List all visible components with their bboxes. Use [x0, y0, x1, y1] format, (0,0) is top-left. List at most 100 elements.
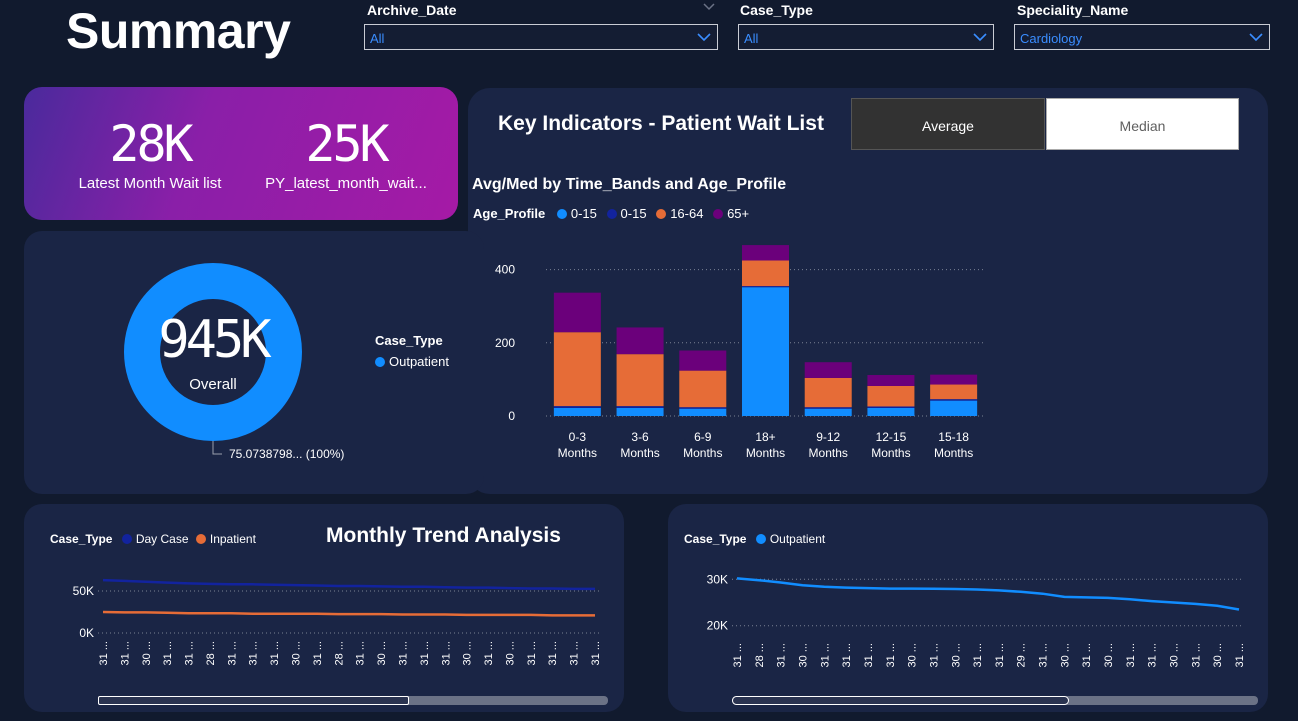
legend-item[interactable]: Outpatient: [755, 532, 826, 546]
kpi-caption: PY_latest_month_wait...: [265, 175, 427, 192]
average-toggle-button[interactable]: Average: [851, 98, 1045, 150]
y-tick-label: 50K: [73, 584, 94, 598]
page-title: Summary: [66, 3, 291, 59]
kpi-latest-month[interactable]: 28K Latest Month Wait list: [64, 115, 236, 192]
legend-item[interactable]: Day Case: [121, 532, 189, 546]
x-tick-label: 31 ...: [776, 643, 788, 667]
legend-title: Case_Type: [50, 532, 113, 546]
scrollbar-left[interactable]: [98, 696, 608, 705]
x-tick-label: Months: [683, 446, 722, 460]
x-tick-label: 31 ...: [162, 641, 174, 665]
legend-item[interactable]: Outpatient: [375, 354, 449, 369]
bar-segment[interactable]: [679, 407, 727, 409]
slicer-case-type[interactable]: Case_Type All: [738, 0, 994, 52]
scrollbar-right[interactable]: [732, 696, 1258, 705]
x-tick-label: 31 ...: [355, 641, 367, 665]
legend-label: Day Case: [135, 532, 189, 546]
x-tick-label: 31 ...: [248, 641, 260, 665]
legend-label: 16-64: [670, 206, 704, 221]
bar-segment[interactable]: [742, 245, 789, 261]
donut-center-value: 945K: [158, 310, 271, 370]
legend-item[interactable]: 16-64: [656, 206, 703, 221]
scrollbar-thumb[interactable]: [98, 696, 410, 705]
bar-segment[interactable]: [553, 332, 601, 407]
x-tick-label: 30 ...: [1212, 643, 1224, 667]
x-tick-label: 31 ...: [972, 643, 984, 667]
x-tick-label: Months: [620, 446, 659, 460]
donut-chart[interactable]: [110, 258, 370, 464]
bar-segment[interactable]: [867, 406, 915, 408]
legend-item[interactable]: 0-15: [556, 206, 597, 221]
slicer-speciality-name[interactable]: Speciality_Name Cardiology: [1014, 0, 1270, 52]
x-tick-label: 30 ...: [1059, 643, 1071, 667]
bar-segment[interactable]: [804, 362, 852, 378]
slicer-dropdown[interactable]: All: [364, 24, 718, 50]
x-tick-label: 31 ...: [841, 643, 853, 667]
legend-item[interactable]: 65+: [713, 206, 749, 221]
kpi-py-latest-month[interactable]: 25K PY_latest_month_wait...: [256, 115, 436, 192]
stacked-bar-chart[interactable]: 0 200 400 0-3 Months 3-6 Months 6-9 Months 18+ Mon…: [470, 236, 1000, 472]
slicer-dropdown[interactable]: All: [738, 24, 994, 50]
legend-item[interactable]: 0-15: [606, 206, 647, 221]
bar-segment[interactable]: [616, 327, 664, 355]
bar-segment[interactable]: [679, 350, 727, 371]
x-tick-label: 31 ...: [1125, 643, 1137, 667]
x-tick-label: 30 ...: [504, 641, 516, 665]
x-tick-label: 31 ...: [397, 641, 409, 665]
bar-segment[interactable]: [553, 406, 601, 408]
bar-segment[interactable]: [867, 375, 915, 386]
bar-segment[interactable]: [804, 408, 852, 416]
scrollbar-thumb[interactable]: [732, 696, 1069, 705]
legend-label: Outpatient: [389, 354, 449, 369]
x-tick-label: 30 ...: [462, 641, 474, 665]
series-line[interactable]: [102, 610, 595, 617]
line-chart-outpatient[interactable]: 20K 30K 31 ... 28 ... 31 ... 30 ... 31 ... 31 .…: [684, 560, 1254, 688]
bar-segment[interactable]: [930, 374, 978, 385]
slicer-label: Speciality_Name: [1017, 2, 1129, 18]
slicer-dropdown[interactable]: Cardiology: [1014, 24, 1270, 50]
series-line[interactable]: [736, 577, 1240, 611]
bar-segment[interactable]: [804, 407, 852, 409]
slicer-archive-date[interactable]: Archive_Date All: [364, 0, 718, 52]
donut-slice-outpatient[interactable]: [124, 263, 302, 441]
median-toggle-button[interactable]: Median: [1046, 98, 1239, 150]
x-tick-label: 6-9: [694, 430, 712, 444]
bar-segment[interactable]: [804, 377, 852, 408]
legend-label: 0-15: [570, 206, 597, 221]
bar-segment[interactable]: [930, 384, 978, 400]
bar-segment[interactable]: [930, 400, 978, 416]
bar-segment[interactable]: [616, 406, 664, 408]
key-indicators-title: Key Indicators - Patient Wait List: [498, 112, 824, 135]
legend-title: Age_Profile: [473, 206, 546, 221]
x-tick-label: 30 ...: [1103, 643, 1115, 667]
donut-center-label: Overall: [189, 376, 237, 393]
bar-segment[interactable]: [679, 408, 727, 416]
x-tick-label: 31 ...: [1081, 643, 1093, 667]
bar-segment[interactable]: [553, 292, 601, 333]
bar-segment[interactable]: [742, 260, 789, 287]
x-tick-label: 28 ...: [754, 643, 766, 667]
bar-segment[interactable]: [742, 287, 789, 416]
y-tick-label: 30K: [707, 572, 728, 586]
legend-item[interactable]: Inpatient: [195, 532, 256, 546]
line-right-legend: Case_Type Outpatient: [684, 532, 825, 546]
x-tick-label: 31 ...: [184, 641, 196, 665]
x-tick-label: 30 ...: [376, 641, 388, 665]
x-tick-label: 31 ...: [419, 641, 431, 665]
bar-segment[interactable]: [679, 370, 727, 408]
bar-segment[interactable]: [553, 407, 601, 416]
bar-segment[interactable]: [616, 354, 664, 407]
series-line[interactable]: [102, 578, 595, 591]
slicer-label: Archive_Date: [367, 2, 457, 18]
bar-segment[interactable]: [930, 399, 978, 401]
bar-segment[interactable]: [742, 286, 789, 288]
x-tick-label: 15-18: [938, 430, 969, 444]
line-chart-day-case-inpatient[interactable]: 0K 50K 31 ... 31 ... 30 ... 31 ... 31 ... 28 ..…: [50, 560, 610, 688]
bar-segment[interactable]: [867, 385, 915, 407]
chevron-down-icon[interactable]: [702, 2, 716, 12]
x-tick-label: Months: [809, 446, 848, 460]
bar-segment[interactable]: [867, 407, 915, 416]
legend-label: Outpatient: [769, 532, 826, 546]
x-tick-label: 31 ...: [483, 641, 495, 665]
bar-segment[interactable]: [616, 407, 664, 416]
